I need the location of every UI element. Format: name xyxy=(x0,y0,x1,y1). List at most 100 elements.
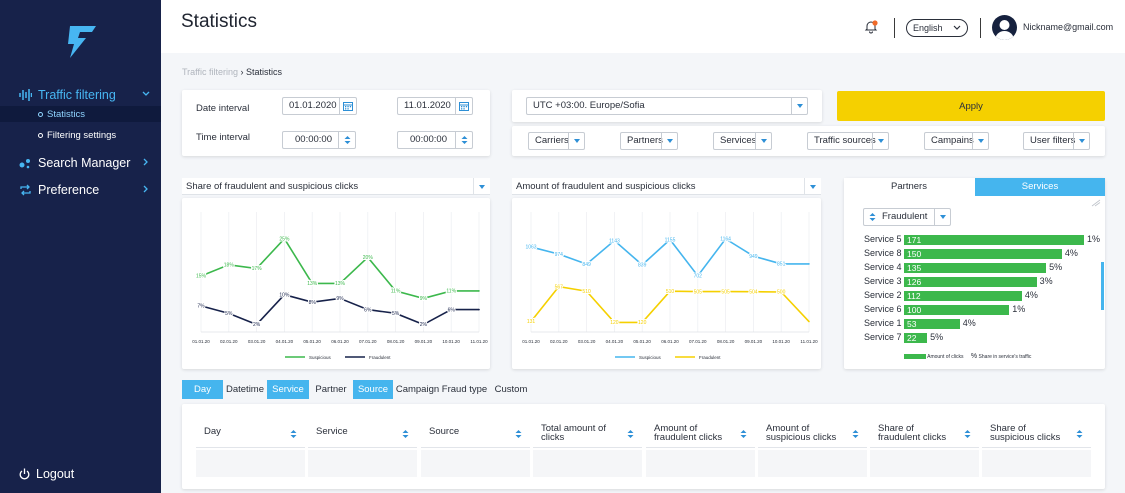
fraud-type-select[interactable]: Fraudulent xyxy=(863,208,951,226)
sort-icon[interactable] xyxy=(290,429,297,439)
data-point xyxy=(255,323,258,326)
chart-share-select[interactable]: Share of fraudulent and suspicious click… xyxy=(182,178,490,195)
percent-icon: % xyxy=(970,353,978,360)
sort-icon[interactable] xyxy=(740,429,747,439)
column-header[interactable]: Total amount of clicks xyxy=(533,418,642,448)
bar-row: Service 4 135 5% xyxy=(864,262,1104,273)
services-dropdown[interactable]: Services xyxy=(713,132,772,150)
bar-share-label: 5% xyxy=(1049,262,1063,272)
x-tick-label: 11.01.20 xyxy=(800,339,818,344)
time-interval-label: Time interval xyxy=(196,132,251,143)
column-header[interactable]: Share of fraudulent clicks xyxy=(870,418,979,448)
column-header-label: Amount of fraudulent clicks xyxy=(654,423,723,443)
sort-icon[interactable] xyxy=(515,429,522,439)
sort-icon[interactable] xyxy=(1076,429,1083,439)
bar-legend: Amount of clicks % Share in service's tr… xyxy=(904,353,1031,360)
sort-icon[interactable] xyxy=(627,429,634,439)
data-label: 2% xyxy=(420,322,428,328)
column-header[interactable]: Day xyxy=(196,418,305,448)
amount-line-chart: 01.01.20 02.01.20 03.01.20 04.01.20 05.01.20… xyxy=(522,212,818,360)
dropdown-arrow-icon xyxy=(661,133,677,149)
chart-amount-select[interactable]: Amount of fraudulent and suspicious clic… xyxy=(512,178,821,195)
waveform-icon xyxy=(19,89,32,102)
data-label: 974 xyxy=(555,252,564,258)
breadcrumb-separator: › xyxy=(238,67,247,77)
group-tab-service[interactable]: Service xyxy=(267,380,309,399)
data-point xyxy=(200,275,202,277)
scrollbar-thumb[interactable] xyxy=(1101,262,1104,310)
x-tick-label: 10.01.20 xyxy=(772,339,790,344)
column-header[interactable]: Share of suspicious clicks xyxy=(982,418,1091,448)
power-icon xyxy=(19,468,30,480)
group-tab-campaign[interactable]: Campaign xyxy=(395,384,440,395)
bar: 53 xyxy=(904,319,960,329)
data-point xyxy=(228,264,230,266)
time-to-input[interactable]: 00:00:00 xyxy=(397,131,473,149)
column-header[interactable]: Source xyxy=(421,418,530,448)
column-header[interactable]: Amount of fraudulent clicks xyxy=(646,418,755,448)
data-point xyxy=(283,237,286,240)
data-point xyxy=(613,239,616,242)
time-from-input[interactable]: 00:00:00 xyxy=(282,131,356,149)
column-header-label: Share of suspicious clicks xyxy=(990,423,1061,443)
sidebar-item-search-manager[interactable]: Search Manager xyxy=(0,152,161,174)
time-from-value: 00:00:00 xyxy=(295,134,332,145)
campains-dropdown[interactable]: Campains xyxy=(924,132,989,150)
column-header[interactable]: Service xyxy=(308,418,417,448)
sidebar-item-preference[interactable]: Preference xyxy=(0,179,161,201)
data-point xyxy=(367,256,369,259)
data-point xyxy=(394,312,397,315)
timezone-value: UTC +03:00. Europe/Sofia xyxy=(533,100,645,111)
tab-partners[interactable]: Partners xyxy=(844,178,974,196)
x-tick-label: 01.01.20 xyxy=(192,339,210,344)
user-filters-dropdown[interactable]: User filters xyxy=(1023,132,1090,150)
sort-icon[interactable] xyxy=(964,429,971,439)
group-tab-custom[interactable]: Custom xyxy=(494,384,528,395)
data-label: 849 xyxy=(582,262,591,268)
chart-amount-card: 01.01.20 02.01.20 03.01.20 04.01.20 05.01.20… xyxy=(512,198,821,369)
tab-services[interactable]: Services xyxy=(975,178,1105,196)
repeat-icon xyxy=(19,184,32,197)
date-to-input[interactable]: 11.01.2020 xyxy=(397,97,473,115)
sort-icon[interactable] xyxy=(852,429,859,439)
group-tab-partner[interactable]: Partner xyxy=(315,384,347,395)
bar-row: Service 5 171 1% xyxy=(864,234,1104,245)
apply-button[interactable]: Apply xyxy=(837,91,1105,121)
logout-button[interactable]: Logout xyxy=(19,467,74,481)
calendar-icon[interactable] xyxy=(339,98,356,114)
data-label: 13% xyxy=(307,281,318,287)
sidebar-subitem-statistics[interactable]: Statistics xyxy=(0,106,161,122)
data-label: 18% xyxy=(224,263,235,269)
column-header-label: Source xyxy=(429,426,460,437)
bar-row: Service 8 150 4% xyxy=(864,248,1104,259)
stepper-icon[interactable] xyxy=(455,132,472,148)
language-select[interactable]: English xyxy=(906,19,968,37)
group-tab-fraud-type[interactable]: Fraud type xyxy=(441,384,488,395)
breadcrumb-parent[interactable]: Traffic filtering xyxy=(182,67,239,77)
data-point xyxy=(450,308,453,311)
data-point xyxy=(808,263,810,265)
column-header[interactable]: Amount of suspicious clicks xyxy=(758,418,867,448)
sidebar-item-traffic-filtering[interactable]: Traffic filtering xyxy=(0,84,161,106)
calendar-icon[interactable] xyxy=(455,98,472,114)
timezone-select[interactable]: UTC +03:00. Europe/Sofia xyxy=(526,97,808,115)
group-tab-datetime[interactable]: Datetime xyxy=(225,384,264,395)
group-tab-day[interactable]: Day xyxy=(182,380,223,399)
header: Statistics English Nickname@gmail.com xyxy=(161,0,1125,53)
partners-dropdown[interactable]: Partners xyxy=(620,132,678,150)
dropdown-label: Campains xyxy=(931,135,974,146)
stepper-icon[interactable] xyxy=(338,132,355,148)
sort-icon[interactable] xyxy=(402,429,409,439)
notification-bell-icon[interactable] xyxy=(863,19,879,35)
data-label: 510 xyxy=(582,289,591,295)
traffic-sources-dropdown[interactable]: Traffic sources xyxy=(807,132,889,150)
header-divider xyxy=(894,18,895,38)
sidebar-subitem-filtering-settings[interactable]: Filtering settings xyxy=(0,127,161,143)
x-tick-label: 09.01.20 xyxy=(415,339,433,344)
date-from-input[interactable]: 01.01.2020 xyxy=(282,97,357,115)
group-tab-source[interactable]: Source xyxy=(353,380,393,399)
carriers-dropdown[interactable]: Carriers xyxy=(528,132,585,150)
x-tick-label: 06.01.20 xyxy=(331,339,349,344)
bar-category-label: Service 4 xyxy=(864,262,902,272)
avatar[interactable] xyxy=(992,15,1017,40)
